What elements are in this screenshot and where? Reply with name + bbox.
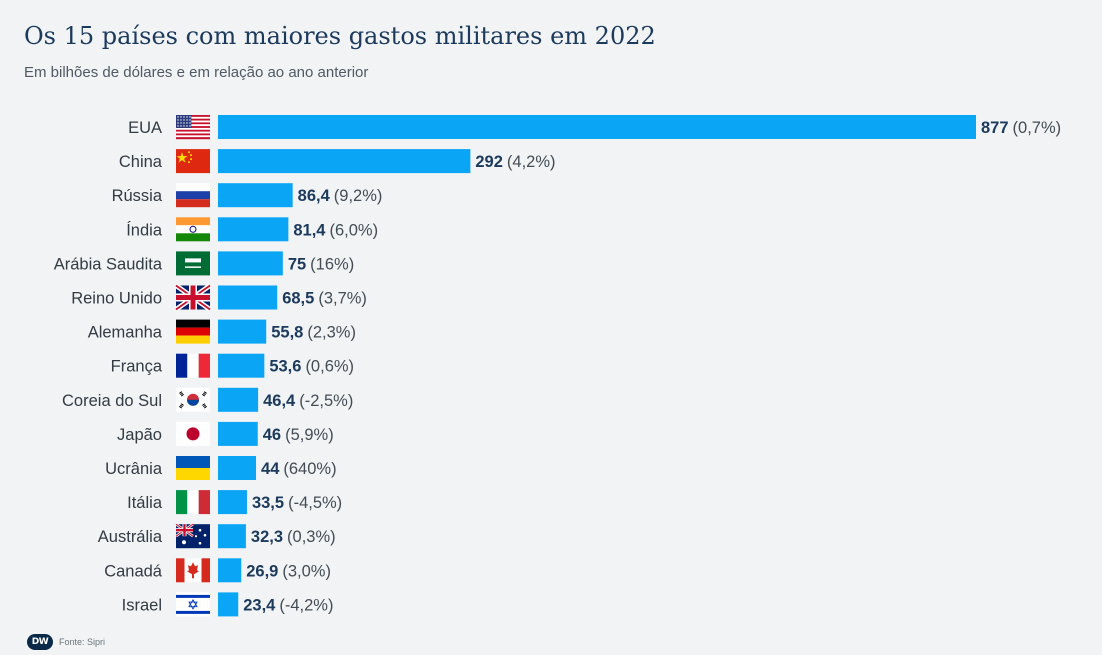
- value-label-germany: 55,8 (2,3%): [271, 324, 356, 342]
- israel-flag-icon: [176, 592, 210, 617]
- value-change: (9,2%): [334, 187, 383, 205]
- bar-russia: [218, 183, 293, 208]
- value-number: 55,8: [271, 324, 303, 342]
- value-number: 46,4: [263, 392, 296, 410]
- canada-flag-icon: [176, 558, 210, 583]
- country-label-usa: EUA: [128, 119, 162, 137]
- value-label-usa: 877 (0,7%): [981, 119, 1061, 137]
- country-label-ukraine: Ucrânia: [105, 460, 163, 478]
- value-label-ukraine: 44 (640%): [261, 460, 337, 478]
- value-number: 81,4: [293, 221, 326, 239]
- value-change: (6,0%): [329, 221, 378, 239]
- bar-italy: [218, 490, 247, 515]
- country-label-france: França: [111, 358, 163, 376]
- country-label-uk: Reino Unido: [71, 290, 162, 308]
- source-note: Fonte: Sipri: [59, 637, 106, 647]
- country-label-india: Índia: [126, 220, 163, 239]
- bar-usa: [218, 115, 976, 139]
- ukraine-flag-icon: [176, 456, 210, 480]
- china-flag-icon: [176, 149, 210, 174]
- value-number: 86,4: [298, 187, 331, 205]
- value-label-china: 292 (4,2%): [475, 153, 555, 171]
- country-label-china: China: [119, 153, 163, 171]
- japan-flag-icon: [176, 421, 210, 446]
- country-label-japan: Japão: [117, 426, 162, 444]
- value-change: (640%): [283, 460, 336, 478]
- value-number: 68,5: [282, 290, 314, 308]
- value-number: 46: [263, 426, 281, 444]
- bar-saudi-arabia: [218, 251, 283, 276]
- bar-china: [218, 149, 471, 174]
- italy-flag-icon: [176, 490, 210, 515]
- value-change: (0,6%): [305, 358, 354, 376]
- australia-flag-icon: [175, 523, 210, 549]
- value-number: 26,9: [246, 562, 278, 580]
- value-change: (3,7%): [318, 290, 367, 308]
- value-change: (2,3%): [307, 324, 356, 342]
- value-change: (0,3%): [287, 528, 336, 546]
- value-label-france: 53,6 (0,6%): [269, 358, 354, 376]
- bar-france: [218, 353, 265, 378]
- footer: DW Fonte: Sipri: [27, 634, 105, 650]
- value-label-israel: 23,4 (-4,2%): [243, 596, 333, 614]
- india-flag-icon: [176, 217, 210, 242]
- value-number: 23,4: [243, 596, 276, 614]
- country-label-south-korea: Coreia do Sul: [62, 392, 162, 410]
- bar-ukraine: [218, 456, 257, 480]
- bar-israel: [218, 592, 239, 617]
- value-number: 292: [475, 153, 503, 171]
- value-change: (-4,5%): [288, 494, 342, 512]
- country-label-russia: Rússia: [112, 187, 163, 205]
- france-flag-icon: [176, 353, 210, 378]
- russia-flag-icon: [176, 183, 210, 208]
- value-label-uk: 68,5 (3,7%): [282, 290, 367, 308]
- country-label-israel: Israel: [122, 596, 162, 614]
- value-label-saudi-arabia: 75 (16%): [288, 255, 354, 273]
- saudi-arabia-flag-icon: [176, 251, 210, 276]
- value-number: 53,6: [269, 358, 301, 376]
- value-label-australia: 32,3 (0,3%): [251, 528, 336, 546]
- value-change: (-4,2%): [279, 596, 333, 614]
- value-label-italy: 33,5 (-4,5%): [252, 494, 342, 512]
- uk-flag-icon: [174, 283, 212, 312]
- value-change: (3,0%): [282, 562, 331, 580]
- bar-japan: [218, 421, 258, 446]
- bar-south-korea: [218, 387, 259, 412]
- south-korea-flag-icon: [176, 387, 210, 412]
- country-label-canada: Canadá: [104, 562, 163, 580]
- country-label-germany: Alemanha: [88, 324, 163, 342]
- value-label-russia: 86,4 (9,2%): [298, 187, 383, 205]
- value-change: (-2,5%): [299, 392, 353, 410]
- chart-title: Os 15 países com maiores gastos militare…: [24, 22, 656, 50]
- value-number: 877: [981, 119, 1009, 137]
- country-label-australia: Austrália: [98, 528, 163, 546]
- bar-india: [218, 217, 289, 242]
- bar-uk: [218, 285, 278, 310]
- bar-canada: [218, 558, 242, 583]
- value-label-south-korea: 46,4 (-2,5%): [263, 392, 353, 410]
- value-label-india: 81,4 (6,0%): [293, 221, 378, 239]
- country-label-saudi-arabia: Arábia Saudita: [54, 255, 163, 273]
- value-number: 44: [261, 460, 280, 478]
- bar-germany: [218, 319, 267, 344]
- dw-logo: DW: [27, 634, 53, 650]
- value-number: 75: [288, 255, 306, 273]
- country-label-italy: Itália: [127, 494, 163, 512]
- value-change: (4,2%): [507, 153, 556, 171]
- value-number: 32,3: [251, 528, 283, 546]
- value-number: 33,5: [252, 494, 284, 512]
- value-change: (16%): [310, 255, 354, 273]
- germany-flag-icon: [176, 319, 210, 344]
- value-change: (5,9%): [285, 426, 334, 444]
- value-label-japan: 46 (5,9%): [263, 426, 334, 444]
- value-label-canada: 26,9 (3,0%): [246, 562, 331, 580]
- chart-subtitle: Em bilhões de dólares e em relação ao an…: [24, 64, 369, 81]
- usa-flag-icon: [176, 115, 210, 140]
- bar-australia: [218, 524, 246, 549]
- value-change: (0,7%): [1013, 119, 1062, 137]
